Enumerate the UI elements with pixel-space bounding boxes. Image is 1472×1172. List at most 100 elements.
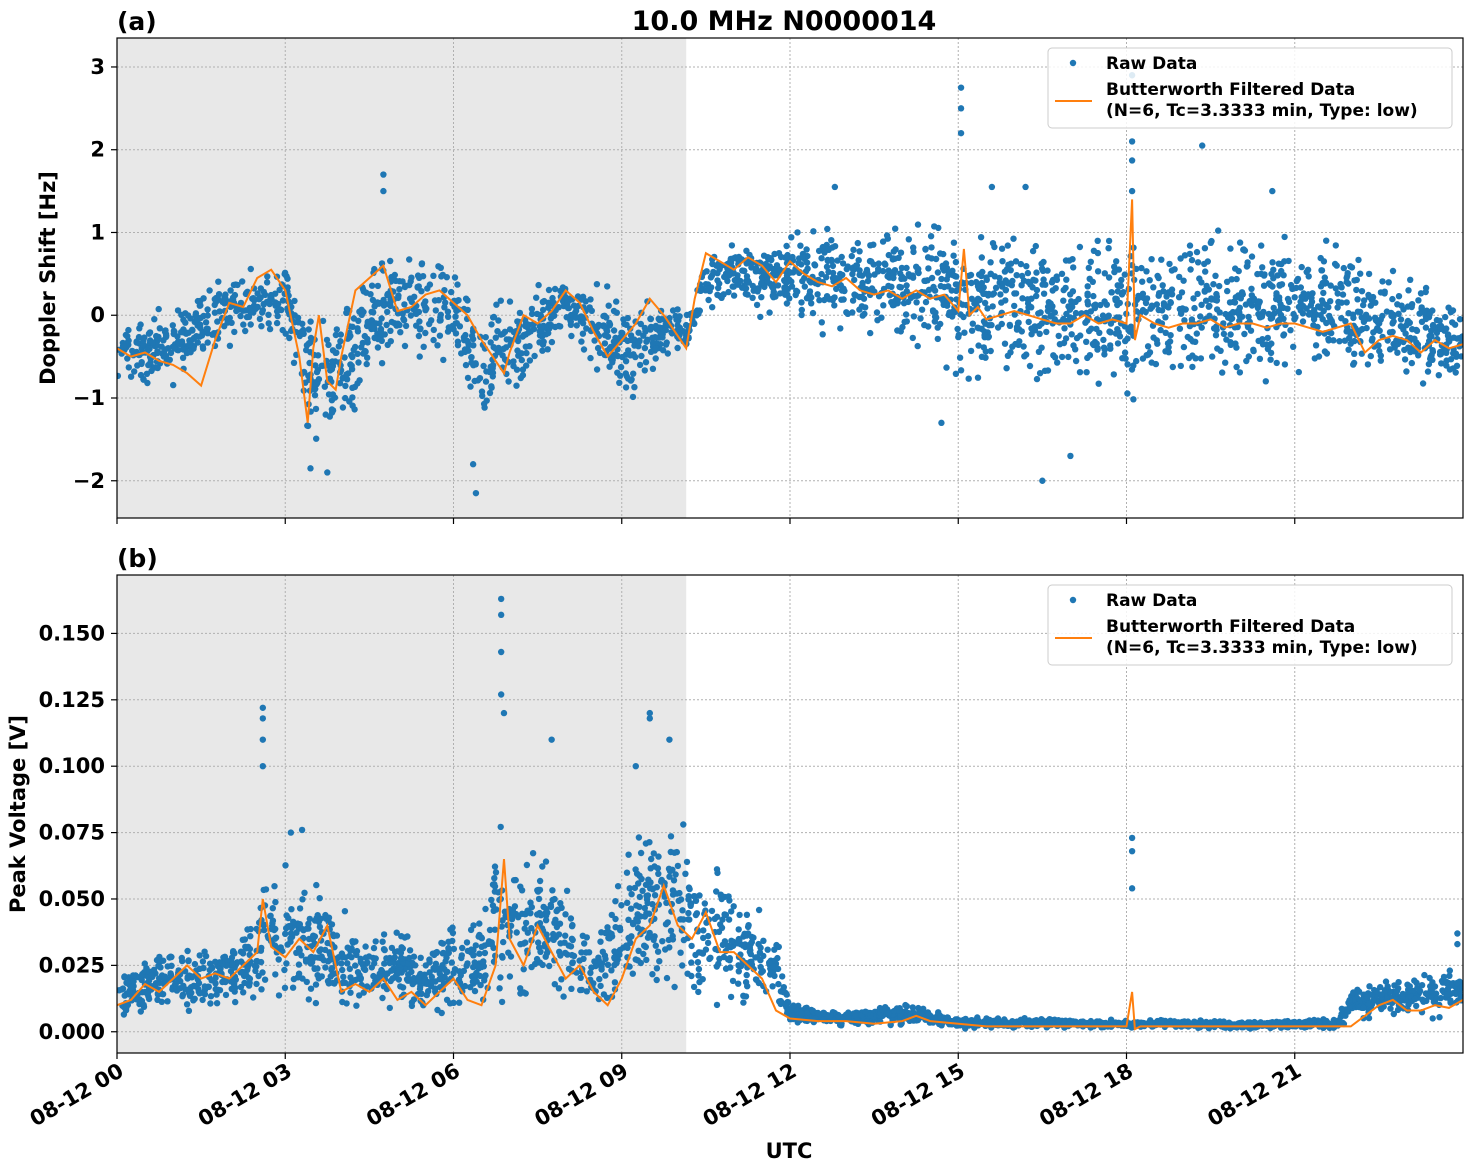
raw-data-point: [1005, 261, 1012, 268]
raw-data-point: [1113, 295, 1120, 303]
raw-data-point: [769, 292, 776, 299]
raw-data-point: [1443, 980, 1451, 987]
raw-data-point: [1181, 317, 1188, 324]
raw-data-point: [779, 973, 786, 980]
raw-data-point: [1360, 301, 1367, 309]
raw-data-point: [479, 392, 486, 400]
raw-data-point: [1453, 362, 1461, 369]
raw-data-point: [551, 285, 559, 293]
raw-data-point: [468, 359, 475, 366]
raw-data-point: [952, 281, 960, 288]
raw-data-point: [649, 971, 656, 978]
raw-data-point: [1177, 255, 1184, 262]
raw-data-point: [1158, 256, 1165, 263]
raw-data-point: [577, 986, 584, 994]
raw-data-point: [476, 920, 483, 927]
raw-data-point: [266, 325, 274, 333]
raw-data-point: [1259, 341, 1267, 348]
raw-data-point: [1447, 997, 1454, 1004]
raw-data-point: [1038, 265, 1046, 272]
raw-data-point: [1398, 302, 1405, 309]
raw-data-point: [228, 954, 236, 961]
raw-data-point: [643, 338, 650, 345]
raw-data-point: [1233, 363, 1240, 371]
raw-data-point: [641, 324, 648, 332]
raw-data-point: [626, 885, 633, 892]
raw-data-point: [577, 974, 584, 981]
raw-data-point: [401, 301, 408, 308]
raw-data-point: [1444, 991, 1451, 998]
raw-data-point: [1105, 245, 1112, 252]
raw-data-point: [682, 870, 689, 877]
raw-data-point: [1449, 319, 1456, 326]
raw-data-point: [349, 323, 356, 330]
raw-data-point: [641, 904, 648, 912]
raw-data-point: [284, 941, 291, 948]
raw-data-point: [1006, 321, 1013, 329]
raw-data-point: [533, 955, 541, 963]
raw-data-point: [1035, 310, 1042, 317]
raw-data-point: [807, 279, 814, 286]
raw-data-point: [1394, 349, 1401, 356]
raw-data-point: [637, 959, 644, 967]
raw-data-point: [1429, 1015, 1436, 1022]
raw-data-point: [124, 355, 131, 362]
raw-data-point: [628, 891, 635, 898]
raw-data-point: [174, 333, 181, 340]
raw-data-point: [436, 332, 444, 339]
raw-data-point: [336, 380, 344, 387]
raw-data-point: [316, 895, 323, 902]
raw-data-point: [1117, 282, 1125, 289]
raw-data-point: [291, 297, 298, 305]
raw-data-point: [709, 304, 716, 311]
raw-data-point: [1365, 293, 1373, 300]
raw-data-point: [1446, 366, 1454, 373]
raw-data-point: [1411, 348, 1418, 355]
raw-data-point: [1084, 290, 1091, 297]
raw-data-point: [364, 318, 371, 325]
raw-data-point: [333, 326, 340, 333]
raw-data-point: [1402, 330, 1409, 337]
raw-data-point: [1379, 278, 1386, 285]
raw-data-point: [1094, 268, 1102, 275]
raw-data-point: [946, 309, 953, 316]
raw-data-point: [293, 929, 300, 936]
raw-data-point: [1142, 299, 1150, 307]
raw-data-point: [196, 952, 203, 959]
raw-data-point: [500, 345, 507, 352]
raw-data-point: [517, 941, 524, 948]
raw-data-point: [378, 315, 385, 322]
raw-data-point: [213, 1000, 221, 1007]
raw-data-point: [636, 338, 643, 345]
raw-data-point: [1307, 302, 1315, 309]
raw-data-point: [286, 922, 293, 930]
raw-data-point: [944, 1015, 952, 1022]
raw-data-point: [680, 936, 688, 944]
raw-data-point: [1281, 233, 1288, 241]
raw-data-point: [783, 279, 790, 286]
raw-data-point: [683, 321, 690, 329]
raw-data-point: [1166, 260, 1173, 268]
raw-data-point: [242, 327, 249, 335]
raw-data-point: [652, 355, 659, 362]
raw-data-point: [380, 296, 387, 304]
raw-data-point: [868, 285, 876, 292]
raw-data-point: [1416, 310, 1423, 317]
raw-data-point: [1198, 324, 1205, 331]
raw-data-point: [346, 334, 353, 341]
raw-data-point: [1017, 260, 1025, 268]
raw-data-point: [1070, 342, 1077, 349]
raw-data-point: [258, 944, 265, 952]
raw-data-point: [1001, 340, 1009, 347]
raw-data-point: [389, 975, 396, 982]
raw-data-point: [1226, 299, 1234, 306]
raw-data-point: [442, 958, 449, 965]
raw-data-point: [568, 951, 576, 959]
raw-data-point: [985, 290, 992, 298]
raw-data-point: [1264, 334, 1272, 342]
raw-data-point: [1111, 268, 1118, 276]
raw-data-point: [1440, 973, 1448, 981]
raw-data-point: [965, 375, 972, 382]
raw-data-point: [1096, 329, 1103, 336]
raw-data-point: [879, 238, 887, 245]
